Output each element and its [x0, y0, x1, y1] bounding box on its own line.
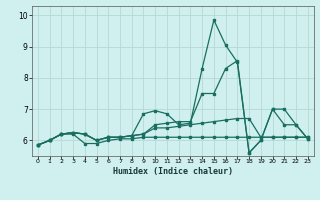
- X-axis label: Humidex (Indice chaleur): Humidex (Indice chaleur): [113, 167, 233, 176]
